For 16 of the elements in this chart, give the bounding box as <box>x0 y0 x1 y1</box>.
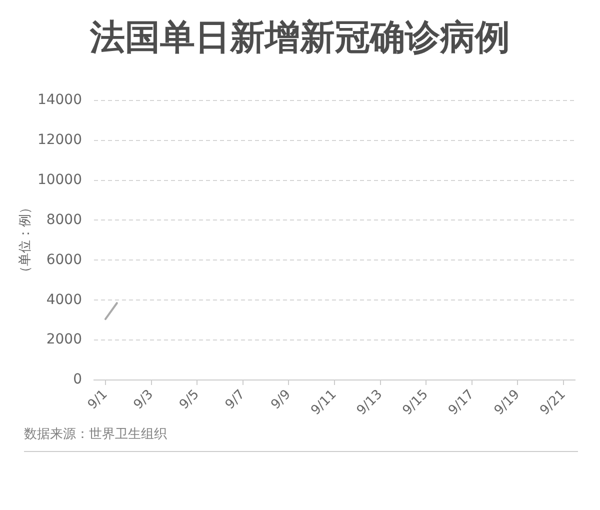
y-tick-label: 14000 <box>37 92 82 108</box>
x-tick-label: 9/3 <box>131 387 156 413</box>
x-tick-label: 9/9 <box>268 387 294 413</box>
y-tick-label: 0 <box>73 372 82 388</box>
y-tick-label: 2000 <box>46 332 82 348</box>
y-axis-title: （单位：例） <box>18 201 34 280</box>
chart-title: 法国单日新增新冠确诊病例 <box>88 17 511 60</box>
y-tick-label: 8000 <box>46 212 82 228</box>
y-tick-label: 4000 <box>46 292 82 308</box>
x-tick-label: 9/1 <box>85 387 111 413</box>
y-tick-label: 6000 <box>46 252 82 268</box>
y-tick-label: 10000 <box>37 172 82 188</box>
x-tick-label: 9/7 <box>222 387 248 413</box>
source-note: 数据来源：世界卫生组织 <box>24 426 168 444</box>
y-tick-label: 12000 <box>37 132 82 148</box>
x-tick-label: 9/5 <box>176 387 202 413</box>
